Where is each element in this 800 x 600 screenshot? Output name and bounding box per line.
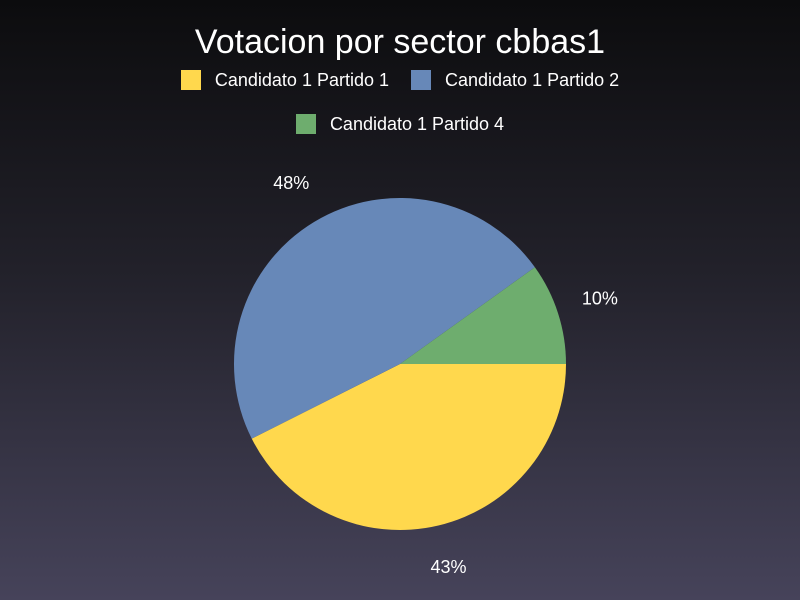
chart-title: Votacion por sector cbbas1: [194, 23, 606, 61]
pie-slice-3[interactable]: [400, 267, 566, 364]
pie-slice-label-2: 48%: [273, 173, 309, 193]
legend-item-partido-1[interactable]: Candidato 1 Partido 1: [180, 68, 389, 92]
legend-swatch-partido-2: [411, 70, 431, 90]
legend-item-partido-2[interactable]: Candidato 1 Partido 2: [411, 68, 619, 92]
pie-slice-2[interactable]: [233, 197, 535, 439]
legend-row-1: Candidato 1 Partido 1 Candidato 1 Partid…: [0, 68, 800, 92]
pie-slice-label-3: 10%: [582, 288, 618, 308]
pie-slice-label-1: 43%: [430, 557, 466, 577]
legend-label-partido-2: Candidato 1 Partido 2: [445, 70, 620, 90]
pie-slice-1[interactable]: [251, 364, 567, 531]
legend-item-partido-4[interactable]: Candidato 1 Partido 4: [295, 112, 505, 136]
legend-label-partido-4: Candidato 1 Partido 4: [329, 114, 505, 134]
legend-label-partido-1: Candidato 1 Partido 1: [214, 70, 389, 90]
legend-swatch-partido-4: [295, 114, 316, 134]
legend-swatch-partido-1: [180, 70, 201, 90]
legend-row-2: Candidato 1 Partido 4: [0, 112, 800, 136]
